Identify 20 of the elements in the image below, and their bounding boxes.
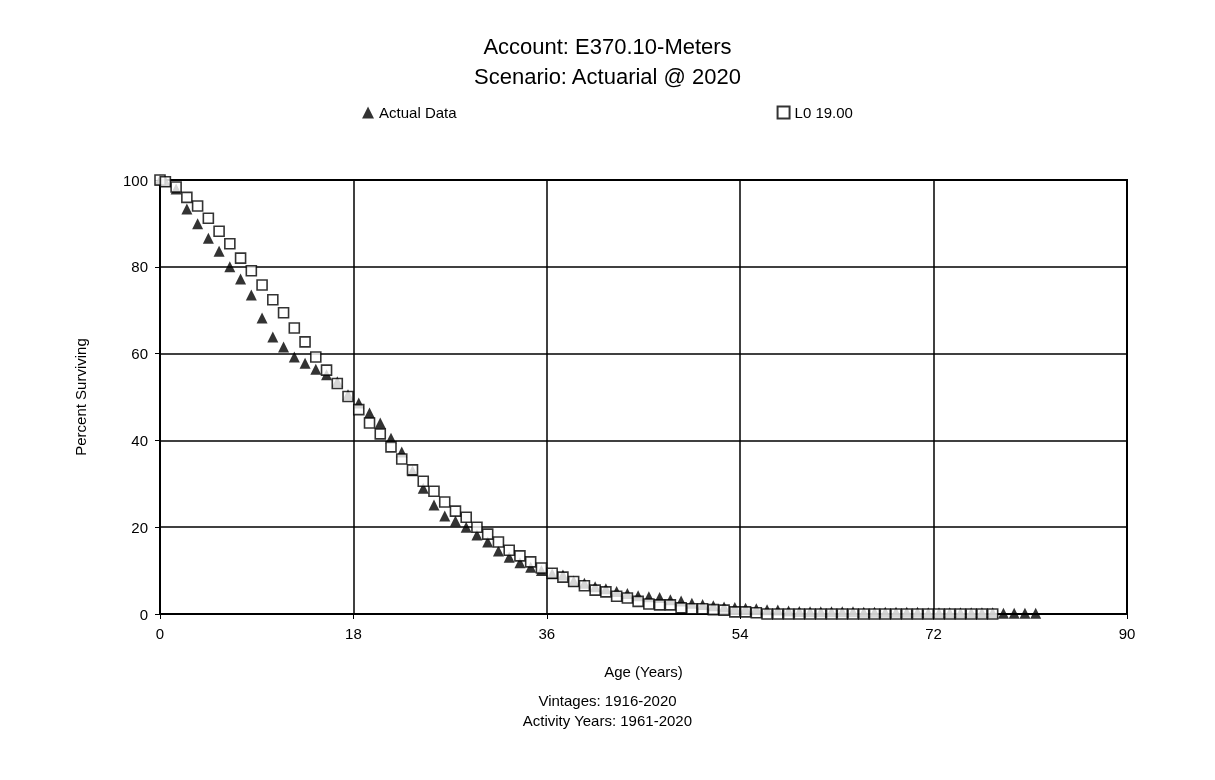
x-tick-label: 18	[345, 625, 362, 642]
y-tick-label: 60	[131, 345, 148, 363]
y-tick-label: 40	[131, 431, 148, 449]
x-tick-label: 90	[1118, 625, 1136, 642]
y-tick-label: 20	[131, 518, 148, 536]
text: Vintages: 1916-2020	[538, 692, 677, 709]
text: Activity Years: 1961-2020	[522, 712, 693, 729]
y-tick-label: 0	[139, 605, 148, 623]
chart-subtitle: Scenario: Actuarial @ 2020	[474, 63, 741, 89]
chart-title: Account: E370.10-Meters	[483, 33, 732, 59]
x-tick-label: 0	[155, 625, 165, 642]
y-axis-title: Percent Surviving	[72, 338, 89, 456]
y-tick-label: 80	[131, 258, 148, 276]
legend-label: L0 19.00	[794, 104, 853, 121]
x-tick-label: 36	[538, 625, 556, 642]
legend-label: Actual Data	[379, 104, 458, 121]
x-tick-label: 72	[925, 625, 942, 642]
x-axis-title: Age (Years)	[604, 663, 683, 680]
x-tick-label: 54	[731, 625, 749, 642]
y-tick-label: 100	[122, 171, 148, 189]
